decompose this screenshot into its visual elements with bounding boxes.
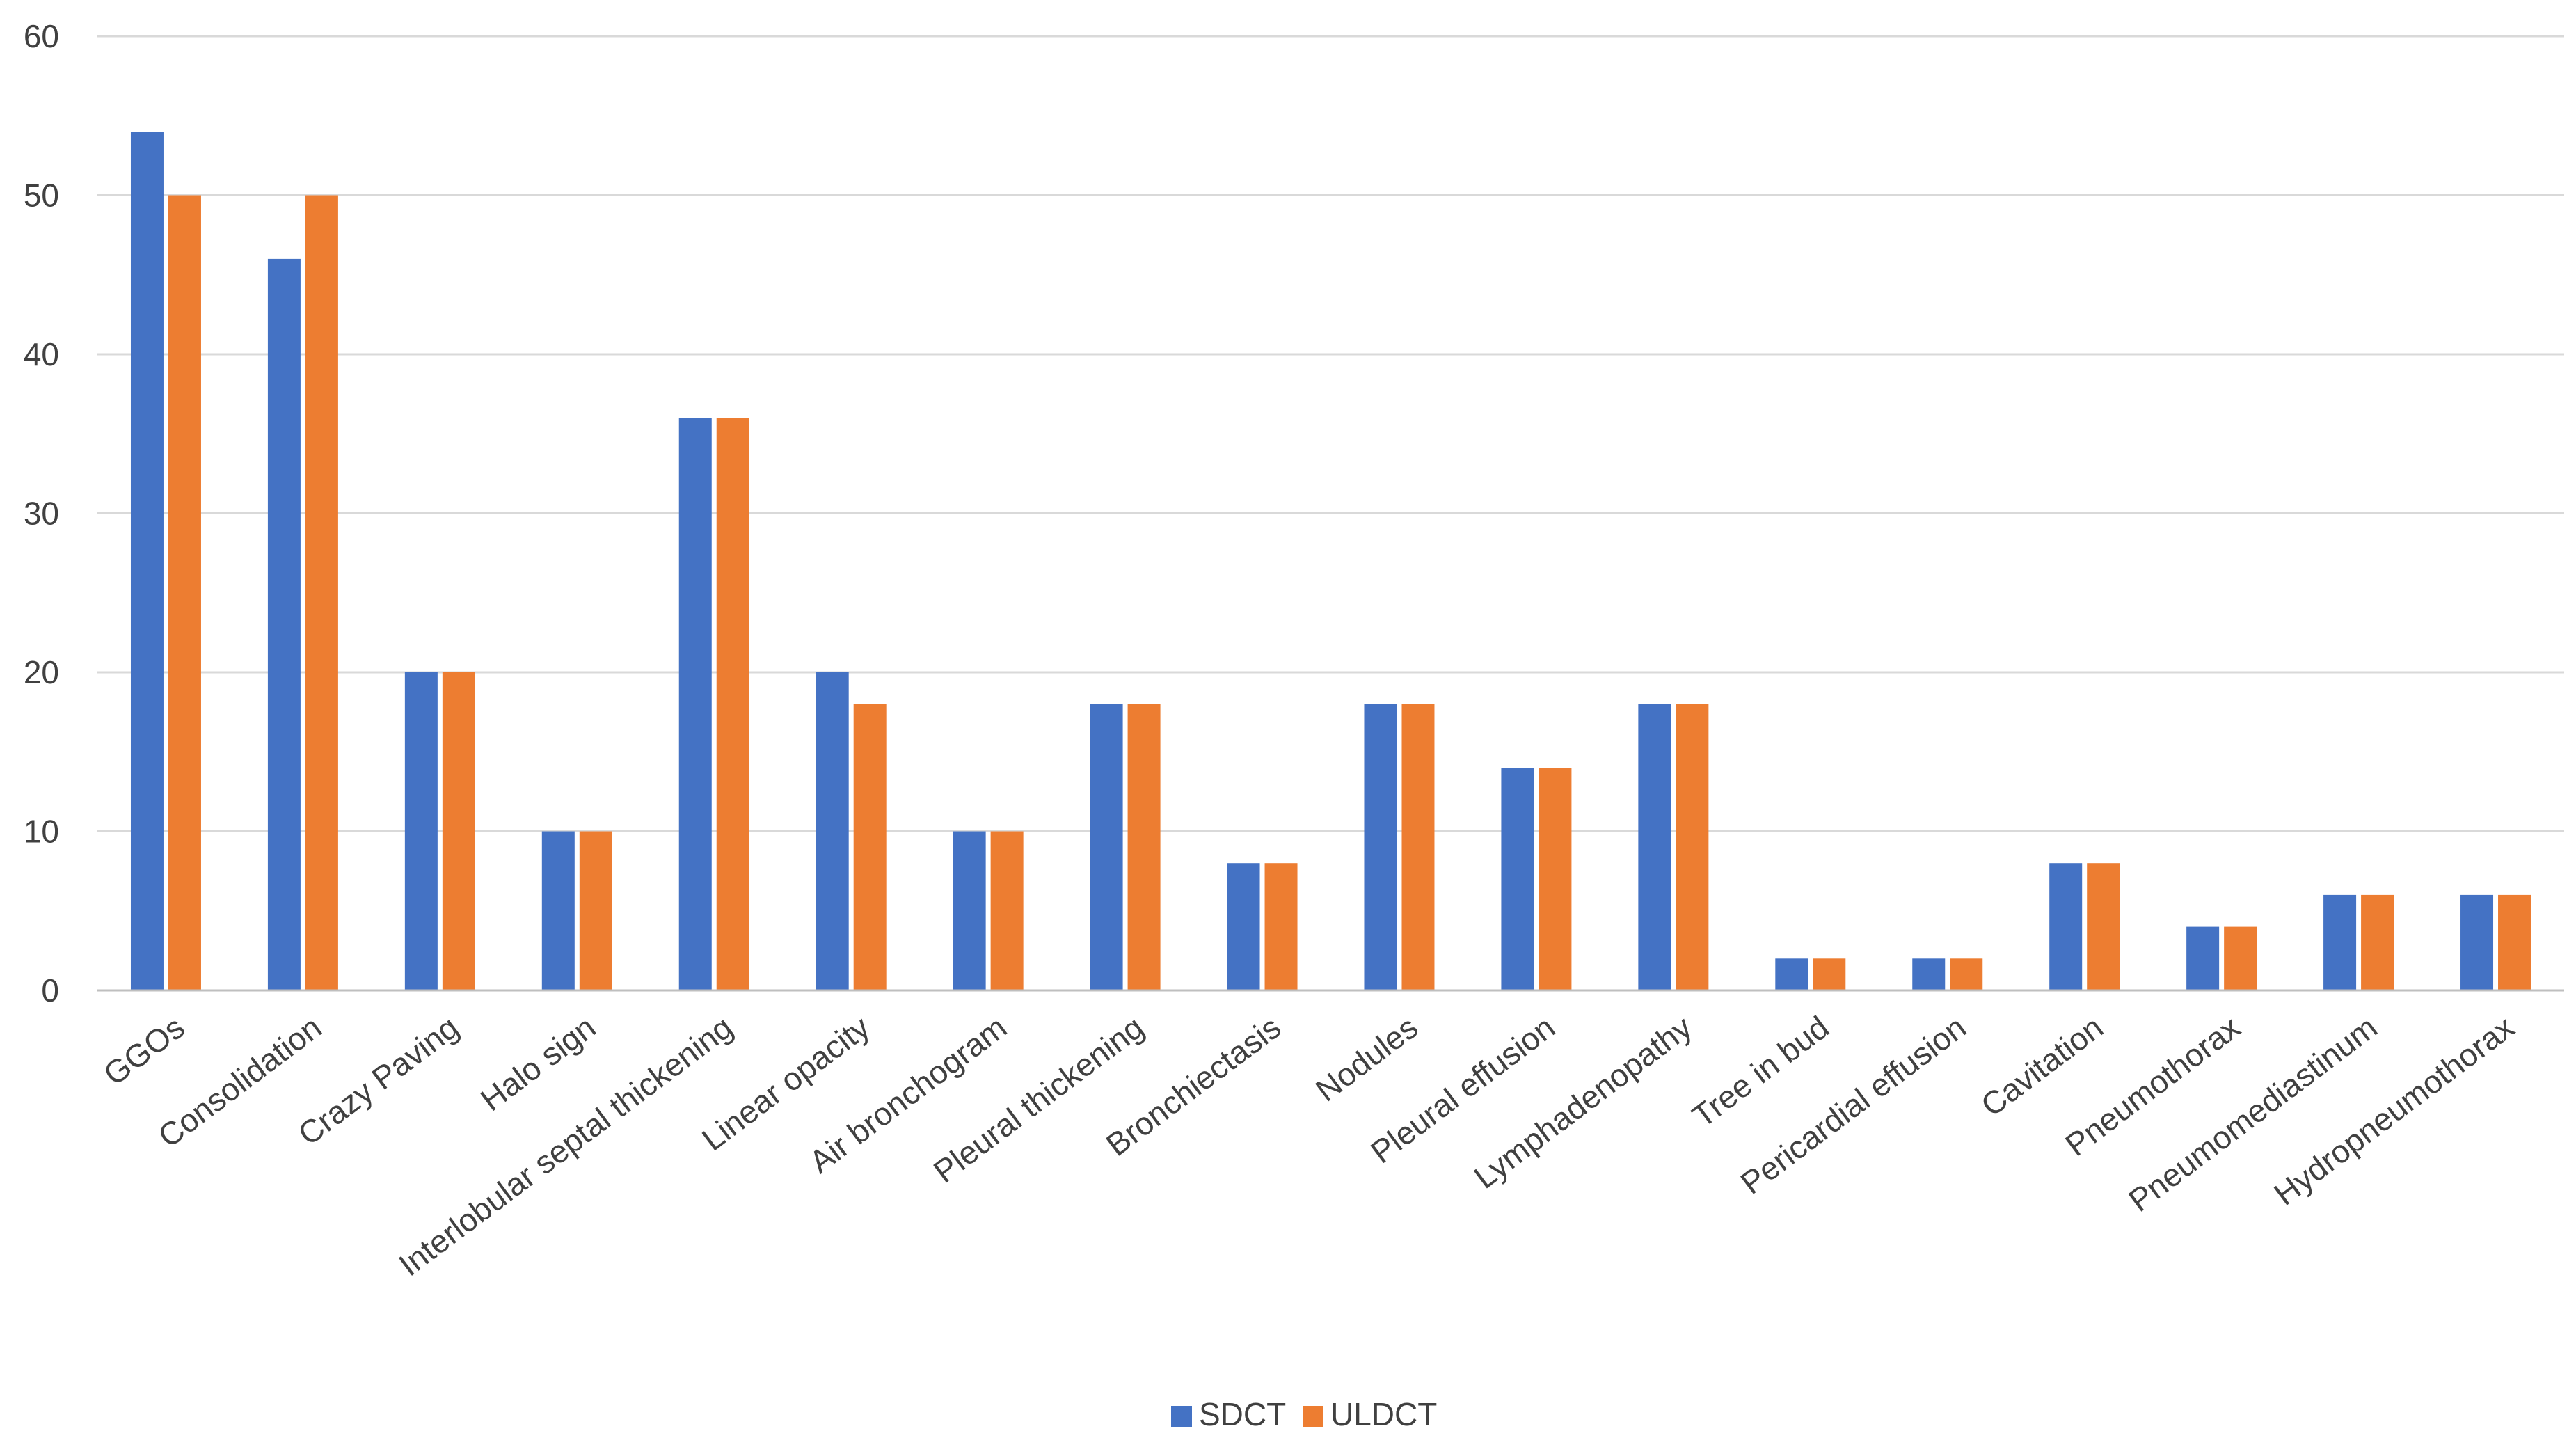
bar-sdct-12 (1775, 958, 1808, 990)
x-category-label: Pneumomediastinum (2122, 1008, 2383, 1219)
bar-uldct-14 (2087, 863, 2120, 990)
gridlines (97, 35, 2564, 832)
bar-uldct-4 (716, 418, 749, 990)
x-category-label: GGOs (97, 1008, 191, 1092)
bar-uldct-10 (1539, 768, 1572, 990)
bar-uldct-1 (305, 195, 338, 990)
bar-sdct-10 (1501, 768, 1534, 990)
bar-sdct-0 (130, 132, 164, 991)
bar-sdct-6 (953, 831, 986, 990)
bar-uldct-2 (442, 672, 475, 990)
y-tick-label: 20 (24, 654, 59, 690)
bar-uldct-13 (1950, 958, 1983, 990)
bar-uldct-16 (2361, 894, 2394, 990)
bar-sdct-1 (267, 258, 301, 990)
legend-item-sdct: SDCT (1171, 1396, 1286, 1432)
bar-sdct-7 (1090, 704, 1123, 990)
bar-uldct-12 (1813, 958, 1846, 990)
y-axis-tick-labels: 0 10 20 30 40 50 60 (24, 18, 59, 1008)
legend-label: ULDCT (1330, 1396, 1437, 1432)
bar-sdct-16 (2323, 894, 2357, 990)
bar-sdct-11 (1638, 704, 1671, 990)
legend-swatch (1171, 1406, 1192, 1427)
bar-uldct-7 (1127, 704, 1161, 990)
y-tick-label: 10 (24, 814, 59, 850)
legend-swatch (1303, 1406, 1323, 1427)
legend-item-uldct: ULDCT (1303, 1396, 1437, 1432)
x-category-label: Nodules (1309, 1008, 1424, 1108)
bar-uldct-15 (2224, 926, 2257, 990)
bars (130, 132, 2531, 991)
bar-sdct-5 (816, 672, 849, 990)
y-tick-label: 50 (24, 177, 59, 214)
legend: SDCT ULDCT (1171, 1396, 1437, 1432)
y-tick-label: 60 (24, 18, 59, 54)
y-tick-label: 30 (24, 496, 59, 532)
bar-uldct-8 (1264, 863, 1298, 990)
x-category-label: Hydropneumothorax (2267, 1008, 2520, 1212)
bar-uldct-5 (853, 704, 887, 990)
x-category-label: Halo sign (474, 1008, 602, 1118)
bar-sdct-15 (2186, 926, 2220, 990)
bar-uldct-0 (168, 195, 201, 990)
y-tick-label: 40 (24, 336, 59, 372)
bar-sdct-9 (1364, 704, 1397, 990)
bar-uldct-17 (2498, 894, 2531, 990)
bar-uldct-6 (990, 831, 1024, 990)
bar-sdct-4 (678, 418, 712, 990)
x-category-label: Pericardial effusion (1734, 1008, 1973, 1201)
bar-sdct-13 (1912, 958, 1946, 990)
bar-sdct-2 (404, 672, 438, 990)
bar-sdct-3 (541, 831, 575, 990)
bar-sdct-17 (2460, 894, 2494, 990)
bar-uldct-9 (1401, 704, 1435, 990)
x-category-label: Cavitation (1974, 1008, 2110, 1123)
y-tick-label: 0 (41, 972, 59, 1008)
bar-sdct-14 (2049, 863, 2083, 990)
bar-uldct-11 (1676, 704, 1709, 990)
bar-sdct-8 (1227, 863, 1260, 990)
bar-uldct-3 (579, 831, 612, 990)
legend-label: SDCT (1199, 1396, 1286, 1432)
